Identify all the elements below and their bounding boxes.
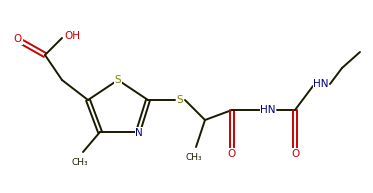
Text: CH₃: CH₃ (186, 153, 202, 162)
Text: CH₃: CH₃ (72, 158, 88, 167)
Text: O: O (14, 34, 22, 44)
Text: HN: HN (260, 105, 276, 115)
Text: OH: OH (64, 31, 80, 41)
Text: HN: HN (313, 79, 329, 89)
Text: S: S (177, 95, 183, 105)
Text: S: S (115, 75, 121, 85)
Text: O: O (291, 149, 299, 159)
Text: N: N (135, 128, 143, 138)
Text: O: O (228, 149, 236, 159)
